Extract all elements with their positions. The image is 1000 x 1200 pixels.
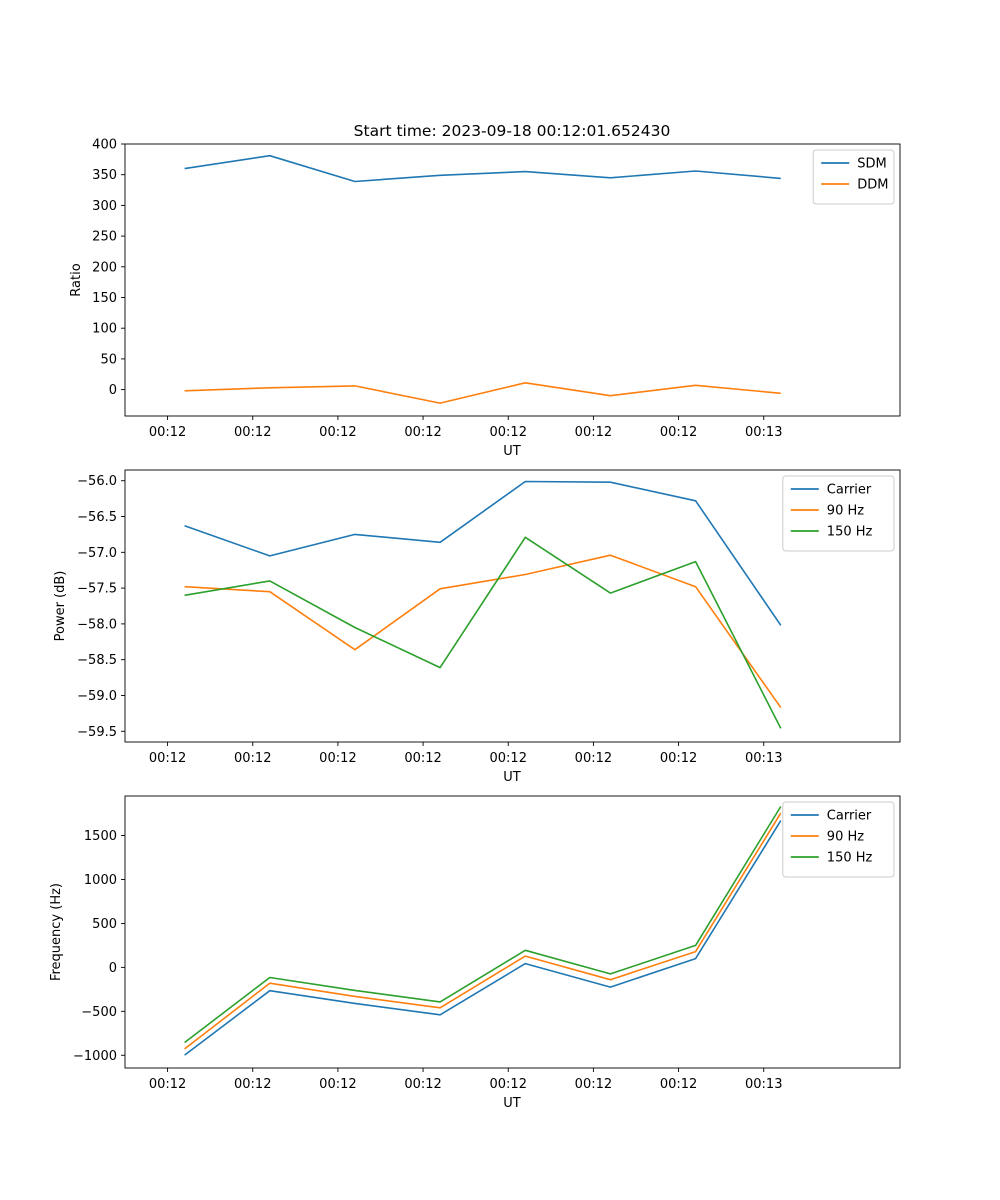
x-axis-label: UT (503, 1096, 521, 1111)
y-tick-label: −500 (81, 1005, 117, 1020)
x-tick-label: 00:12 (319, 1077, 356, 1092)
series-line-150-hz (184, 536, 782, 729)
x-tick-label: 00:12 (234, 1077, 271, 1092)
y-tick-label: 200 (92, 260, 117, 275)
series-line-90-hz (184, 554, 782, 709)
x-tick-label: 00:12 (234, 751, 271, 766)
power-panel: 00:12 00:12 00:12 00:12 00:12 00:12 00:12 00:13… (53, 469, 901, 785)
x-tick-label: 00:12 (660, 751, 697, 766)
y-tick-label: 0 (109, 383, 117, 398)
legend-label-150-hz: 150 Hz (827, 851, 873, 866)
x-tick-label: 00:12 (404, 1077, 441, 1092)
x-tick-label: 00:12 (575, 751, 612, 766)
legend-label-90-hz: 90 Hz (827, 504, 864, 519)
ratio-panel: 00:12 00:12 00:12 00:12 00:12 00:12 00:12 00:13… (69, 138, 901, 459)
y-axis-label: Frequency (Hz) (49, 883, 64, 981)
x-tick-label: 00:12 (490, 751, 527, 766)
x-axis-label: UT (503, 770, 521, 785)
x-tick-label: 00:12 (149, 1077, 186, 1092)
x-tick-label: 00:12 (319, 751, 356, 766)
axes-frame (124, 143, 901, 417)
axes-frame (124, 795, 901, 1069)
y-axis-label: Ratio (69, 263, 84, 296)
legend-label-sdm: SDM (857, 157, 886, 172)
x-tick-label: 00:13 (745, 1077, 782, 1092)
series-line-carrier (184, 820, 782, 1056)
y-tick-label: −59.5 (77, 725, 117, 740)
legend-label-90-hz: 90 Hz (827, 830, 864, 845)
x-tick-label: 00:12 (319, 425, 356, 440)
legend-label-150-hz: 150 Hz (827, 525, 873, 540)
x-axis-label: UT (503, 444, 521, 459)
y-tick-label: 500 (92, 917, 117, 932)
x-tick-label: 00:12 (660, 1077, 697, 1092)
y-tick-label: 1000 (84, 873, 117, 888)
y-tick-label: −57.5 (77, 582, 117, 597)
legend: Carrier 90 Hz 150 Hz (782, 475, 895, 552)
y-tick-label: 400 (92, 138, 117, 153)
series-line-ddm (184, 381, 781, 404)
x-tick-label: 00:13 (745, 425, 782, 440)
x-tick-label: 00:12 (660, 425, 697, 440)
x-tick-label: 00:12 (575, 425, 612, 440)
y-tick-label: 150 (92, 291, 117, 306)
y-tick-label: 250 (92, 230, 117, 245)
y-axis-label: Power (dB) (53, 571, 68, 642)
y-tick-label: −58.5 (77, 653, 117, 668)
y-tick-label: 1500 (84, 829, 117, 844)
legend-label-carrier: Carrier (827, 483, 872, 498)
series-line-90-hz (184, 812, 782, 1050)
axes-frame (124, 469, 901, 743)
figure-title: Start time: 2023-09-18 00:12:01.652430 (354, 122, 671, 140)
x-tick-label: 00:13 (745, 751, 782, 766)
y-tick-label: 350 (92, 168, 117, 183)
y-tick-label: 0 (109, 961, 117, 976)
x-tick-label: 00:12 (149, 751, 186, 766)
legend-box (782, 475, 895, 552)
y-tick-label: −59.0 (77, 689, 117, 704)
x-tick-label: 00:12 (149, 425, 186, 440)
y-tick-label: −1000 (73, 1049, 117, 1064)
y-tick-label: −58.0 (77, 617, 117, 632)
series-line-sdm (184, 154, 781, 183)
x-tick-label: 00:12 (404, 425, 441, 440)
y-tick-label: 300 (92, 199, 117, 214)
legend: Carrier 90 Hz 150 Hz (782, 801, 895, 878)
y-tick-label: 50 (100, 352, 117, 367)
y-tick-label: −56.5 (77, 510, 117, 525)
series-line-carrier (184, 480, 782, 626)
x-tick-label: 00:12 (234, 425, 271, 440)
series-line-150-hz (184, 806, 782, 1044)
legend-label-carrier: Carrier (827, 809, 872, 824)
y-tick-label: −56.0 (77, 474, 117, 489)
x-tick-label: 00:12 (575, 1077, 612, 1092)
x-tick-label: 00:12 (490, 1077, 527, 1092)
legend-box (782, 801, 895, 878)
legend-label-ddm: DDM (857, 178, 888, 193)
frequency-panel: 00:12 00:12 00:12 00:12 00:12 00:12 00:12 00:13… (49, 795, 901, 1111)
legend: SDM DDM (812, 149, 895, 205)
x-tick-label: 00:12 (404, 751, 441, 766)
y-tick-label: 100 (92, 322, 117, 337)
y-tick-label: −57.0 (77, 546, 117, 561)
x-tick-label: 00:12 (490, 425, 527, 440)
